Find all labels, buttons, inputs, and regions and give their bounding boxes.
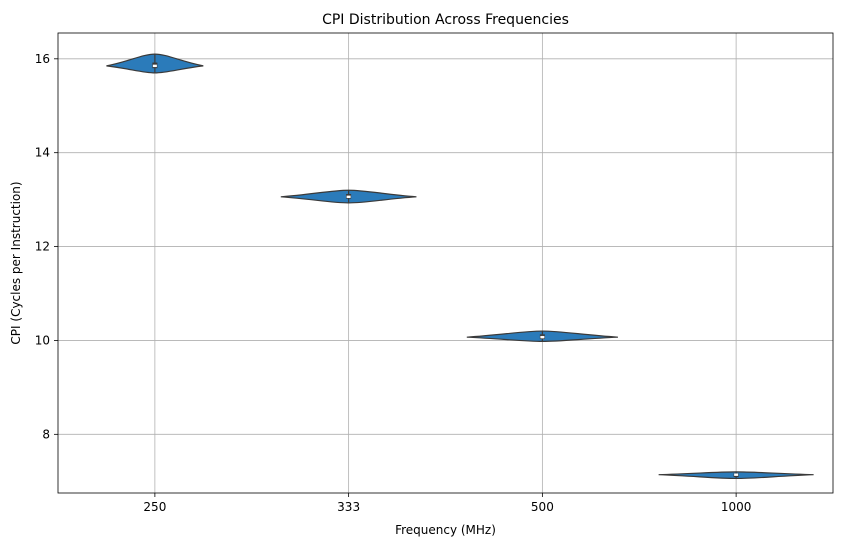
violin-median-500	[540, 335, 545, 339]
y-ticks: 8 10 12 14 16	[35, 52, 58, 441]
violin-median-333	[346, 195, 351, 199]
y-tick-label: 16	[35, 52, 50, 66]
x-tick-label: 333	[337, 500, 360, 514]
violin-median-250	[152, 64, 157, 68]
chart-title: CPI Distribution Across Frequencies	[322, 12, 569, 28]
y-axis-label: CPI (Cycles per Instruction)	[9, 181, 23, 344]
y-tick-label: 14	[35, 146, 50, 160]
violin-median-1000	[734, 473, 739, 476]
x-tick-label: 1000	[721, 500, 752, 514]
y-tick-label: 8	[42, 427, 50, 441]
plot-frame	[57, 32, 834, 494]
x-tick-label: 250	[143, 500, 166, 514]
grid-lines	[58, 33, 833, 493]
y-tick-label: 10	[35, 333, 50, 347]
x-ticks: 250 333 500 1000	[143, 493, 751, 514]
y-tick-label: 12	[35, 240, 50, 254]
x-axis-label: Frequency (MHz)	[395, 523, 496, 537]
violins	[106, 53, 814, 480]
x-tick-label: 500	[531, 500, 554, 514]
